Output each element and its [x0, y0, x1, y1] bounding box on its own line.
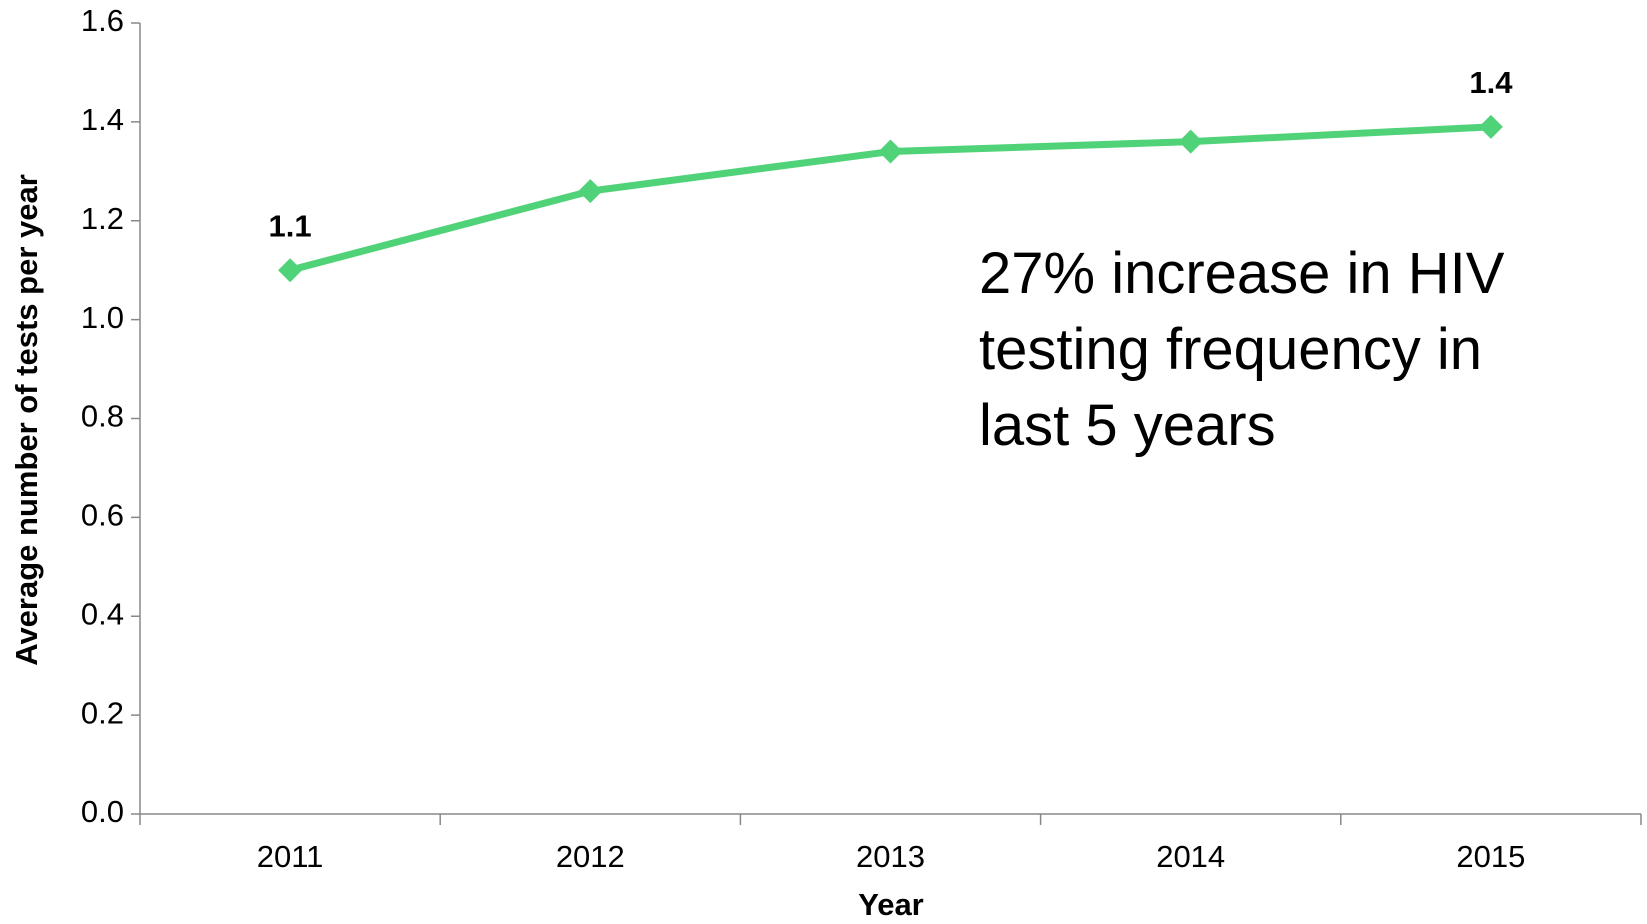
marker [1178, 129, 1203, 154]
data-label: 1.1 [269, 208, 312, 243]
x-tick-label: 2013 [856, 839, 925, 874]
x-axis-title: Year [858, 887, 924, 922]
marker [578, 179, 603, 204]
marker [878, 139, 903, 164]
y-axis-title: Average number of tests per year [9, 174, 44, 666]
annotation-line: 27% increase in HIV [979, 241, 1505, 306]
y-tick-label: 1.6 [81, 3, 124, 38]
y-tick-label: 1.4 [81, 102, 124, 137]
y-tick-label: 0.8 [81, 399, 124, 434]
annotation-line: last 5 years [979, 393, 1276, 458]
data-label: 1.4 [1469, 65, 1513, 100]
x-tick-label: 2011 [257, 839, 324, 874]
annotation-line: testing frequency in [979, 317, 1482, 382]
x-tick-label: 2012 [556, 839, 625, 874]
y-tick-label: 0.2 [81, 695, 124, 730]
y-tick-label: 1.2 [81, 201, 124, 236]
annotation: 27% increase in HIV testing frequency in l… [979, 236, 1504, 464]
marker [1478, 114, 1503, 139]
x-tick-label: 2014 [1156, 839, 1225, 874]
y-tick-label: 0.6 [81, 498, 124, 533]
x-tick-label: 2015 [1456, 839, 1525, 874]
y-tick-label: 0.4 [81, 596, 124, 631]
y-tick-label: 1.0 [81, 300, 124, 335]
marker [278, 258, 303, 283]
y-tick-label: 0.0 [81, 794, 124, 829]
